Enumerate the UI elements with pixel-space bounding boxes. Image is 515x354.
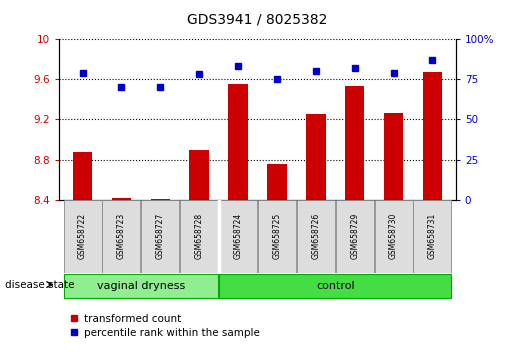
Bar — [102, 200, 141, 273]
Bar — [336, 200, 374, 273]
Bar — [228, 84, 248, 200]
Bar — [267, 164, 287, 200]
Bar — [374, 200, 413, 273]
Bar — [73, 152, 92, 200]
Text: GSM658728: GSM658728 — [195, 213, 204, 259]
Bar — [345, 86, 365, 200]
Bar — [423, 72, 442, 200]
Bar — [63, 200, 101, 273]
Text: GSM658730: GSM658730 — [389, 213, 398, 259]
Bar — [180, 200, 218, 273]
Text: control: control — [316, 281, 354, 291]
Bar — [297, 200, 335, 273]
Bar — [150, 199, 170, 200]
Bar — [112, 198, 131, 200]
Bar — [190, 150, 209, 200]
Bar — [384, 113, 403, 200]
Bar — [63, 274, 218, 298]
Text: GSM658723: GSM658723 — [117, 213, 126, 259]
Text: GSM658731: GSM658731 — [428, 213, 437, 259]
Text: GSM658729: GSM658729 — [350, 213, 359, 259]
Text: GDS3941 / 8025382: GDS3941 / 8025382 — [187, 12, 328, 27]
Bar — [219, 274, 452, 298]
Bar — [306, 114, 325, 200]
Text: GSM658722: GSM658722 — [78, 213, 87, 259]
Bar — [219, 200, 257, 273]
Bar — [258, 200, 296, 273]
Bar — [141, 200, 179, 273]
Legend: transformed count, percentile rank within the sample: transformed count, percentile rank withi… — [64, 310, 264, 342]
Text: GSM658724: GSM658724 — [234, 213, 243, 259]
Bar — [414, 200, 452, 273]
Text: GSM658725: GSM658725 — [272, 213, 281, 259]
Text: GSM658726: GSM658726 — [311, 213, 320, 259]
Text: GSM658727: GSM658727 — [156, 213, 165, 259]
Text: vaginal dryness: vaginal dryness — [97, 281, 185, 291]
Text: disease state: disease state — [5, 280, 75, 290]
